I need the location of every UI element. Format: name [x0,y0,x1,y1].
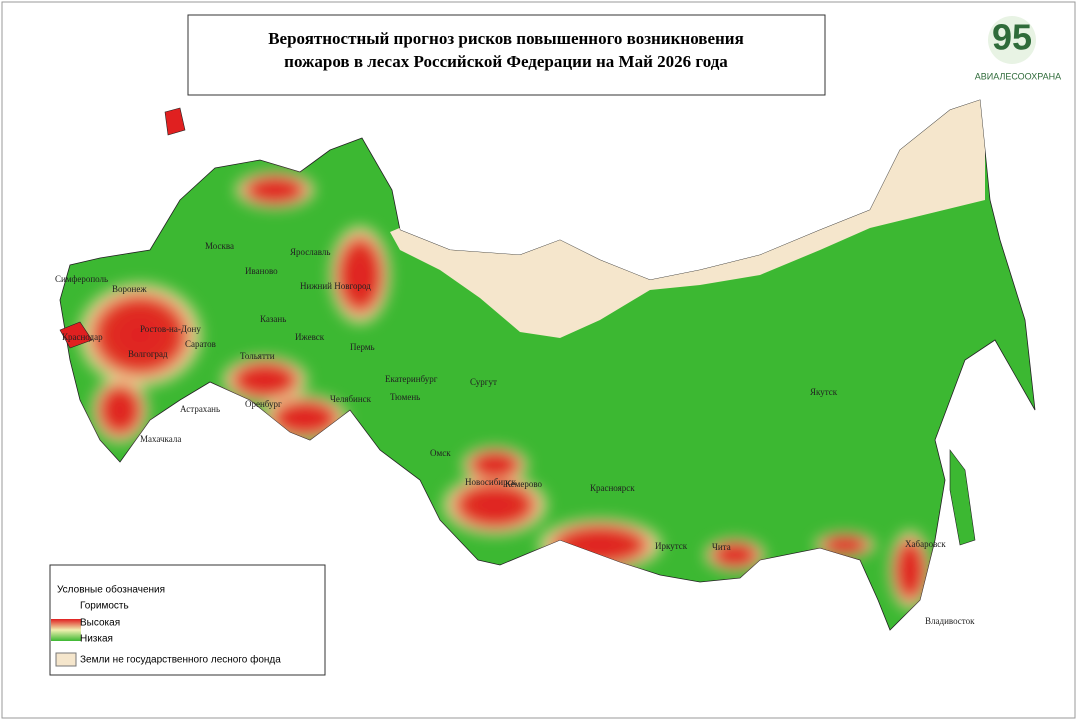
city-label: Оренбург [245,399,282,409]
city-label: Новосибирск [465,477,517,487]
sakhalin [949,449,976,546]
city-label: Воронеж [112,284,147,294]
island [164,107,186,136]
city-label: Сургут [470,377,497,387]
city-label: Хабаровск [905,539,946,549]
logo-number: 95 [992,17,1032,58]
city-label: Пермь [350,342,375,352]
city-label: Тюмень [390,392,420,402]
legend-box [49,564,326,676]
city-label: Волгоград [128,349,168,359]
crimea [59,321,93,349]
city-labels: Москва Ярославль Иваново Нижний Новгород Вор… [55,241,975,626]
city-label: Омск [430,448,451,458]
legend-title: Условные обозначения [57,584,165,596]
city-label: Чита [712,542,731,552]
city-label: Владивосток [925,616,975,626]
city-label: Симферополь [55,274,108,284]
city-label: Нижний Новгород [300,281,371,291]
city-label: Москва [205,241,234,251]
city-label: Казань [260,314,286,324]
city-label: Красноярск [590,483,635,493]
legend-item: Земли не государственного лесного фонда [80,654,281,666]
city-label: Кемерово [505,479,543,489]
city-label: Иркутск [655,541,688,551]
logo-bg [988,16,1036,64]
legend-subtitle: Горимость [80,601,129,612]
city-label: Саратов [185,339,216,349]
city-label: Иваново [245,266,278,276]
city-label: Ярославль [290,247,330,257]
logo-name: АВИАЛЕСООХРАНА [975,71,1061,81]
city-label: Краснодар [62,332,103,342]
city-label: Якутск [810,387,838,397]
legend-swatch [55,652,77,667]
title-line: пожаров в лесах Российской Федерации на … [284,52,728,71]
city-label: Челябинск [330,394,372,404]
title-line: Вероятностный прогноз рисков повышенного… [268,29,744,48]
title-box [187,14,826,96]
legend-item: Высокая [80,618,120,629]
city-label: Астрахань [180,404,220,414]
city-label: Тольятти [240,351,275,361]
legend-item: Низкая [80,634,113,645]
city-label: Махачкала [140,434,181,444]
legend: Условные обозначения Горимость Высокая Н… [49,564,326,676]
city-label: Екатеринбург [385,374,438,384]
city-label: Ростов-на-Дону [140,324,201,334]
legend-gradient [51,619,81,641]
city-label: Ижевск [295,332,325,342]
